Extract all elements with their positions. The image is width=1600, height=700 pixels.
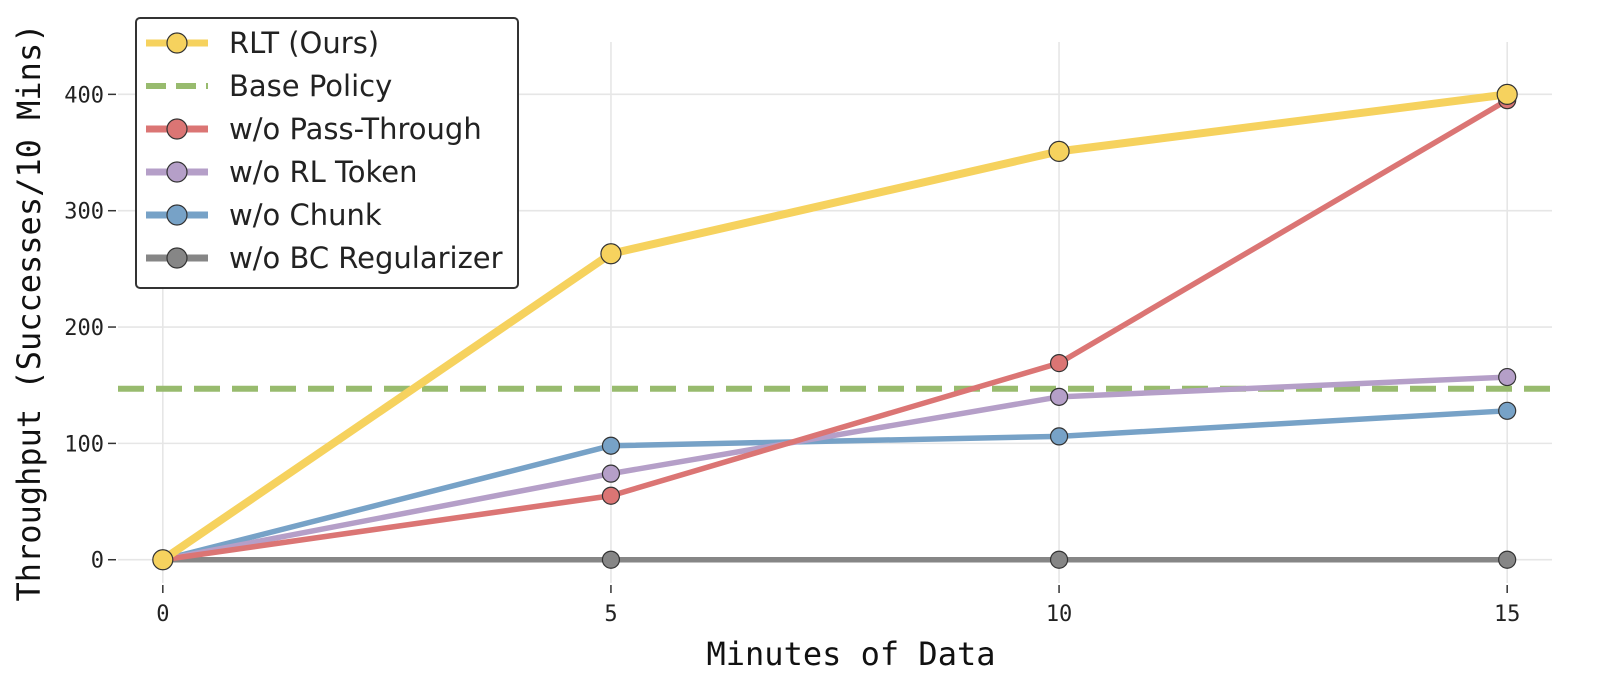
data-point-w-o-rl-token: [1498, 367, 1517, 387]
series-layer: [118, 83, 1552, 571]
legend-marker: [166, 118, 188, 140]
legend-box: [135, 17, 519, 289]
data-point-w-o-pass-through: [1049, 354, 1069, 373]
data-point-w-o-pass-through: [601, 486, 621, 505]
legend-label: w/o BC Regularizer: [229, 241, 503, 275]
legend-item-rlt-ours: RLT (Ours): [146, 26, 379, 60]
legend-label: w/o Pass-Through: [229, 112, 482, 146]
legend-marker: [166, 247, 188, 269]
legend-marker: [166, 161, 188, 183]
data-point-w-o-bc-regularizer: [1049, 550, 1069, 569]
series-line-w-o-chunk: [160, 408, 1510, 563]
series-line-w-o-rl-token: [160, 374, 1510, 563]
series-line-w-o-pass-through: [160, 97, 1510, 563]
axis-ticks: 0 100 200 300 400 0 5 10 15: [64, 83, 1520, 627]
x-tick-label: 5: [604, 602, 617, 627]
data-point-w-o-rl-token: [1049, 387, 1069, 406]
series-line-rlt-ours: [158, 90, 1512, 564]
y-axis-title: Throughput (Successes/10 Mins): [10, 24, 48, 602]
data-point-rlt-ours: [1496, 83, 1518, 105]
legend-item-base-policy: Base Policy: [146, 69, 392, 103]
series-rlt-ours: [152, 83, 1518, 571]
y-tick-label: 0: [91, 549, 104, 574]
x-tick-label: 10: [1046, 602, 1073, 627]
legend-item-w-o-chunk: w/o Chunk: [146, 198, 382, 232]
legend-label: Base Policy: [229, 69, 392, 103]
legend-item-w-o-bc-regularizer: w/o BC Regularizer: [146, 241, 503, 275]
data-point-rlt-ours: [152, 549, 174, 571]
legend-label: w/o RL Token: [229, 155, 418, 189]
series-w-o-rl-token: [153, 367, 1517, 569]
data-point-w-o-bc-regularizer: [1498, 550, 1517, 569]
legend-item-w-o-pass-through: w/o Pass-Through: [146, 112, 482, 146]
x-tick-label: 15: [1494, 602, 1521, 627]
data-point-rlt-ours: [600, 243, 622, 265]
y-tick-label: 200: [64, 316, 104, 341]
x-axis-title: Minutes of Data: [707, 635, 996, 673]
data-point-w-o-chunk: [601, 436, 621, 455]
legend-marker: [166, 204, 188, 226]
data-point-w-o-rl-token: [601, 464, 621, 483]
legend-item-w-o-rl-token: w/o RL Token: [146, 155, 418, 189]
data-point-w-o-bc-regularizer: [601, 550, 621, 569]
legend-label: w/o Chunk: [229, 198, 382, 232]
y-tick-label: 100: [64, 432, 104, 457]
legend: RLT (Ours) Base Policy w/o Pass-Through w/o…: [135, 17, 519, 289]
y-tick-label: 300: [64, 200, 104, 225]
legend-marker: [166, 32, 188, 54]
series-w-o-bc-regularizer: [153, 550, 1517, 569]
legend-label: RLT (Ours): [229, 26, 379, 60]
y-tick-label: 400: [64, 83, 104, 108]
data-point-w-o-chunk: [1049, 427, 1069, 446]
x-tick-label: 0: [156, 602, 169, 627]
data-point-rlt-ours: [1048, 140, 1070, 162]
data-point-w-o-chunk: [1498, 401, 1517, 420]
